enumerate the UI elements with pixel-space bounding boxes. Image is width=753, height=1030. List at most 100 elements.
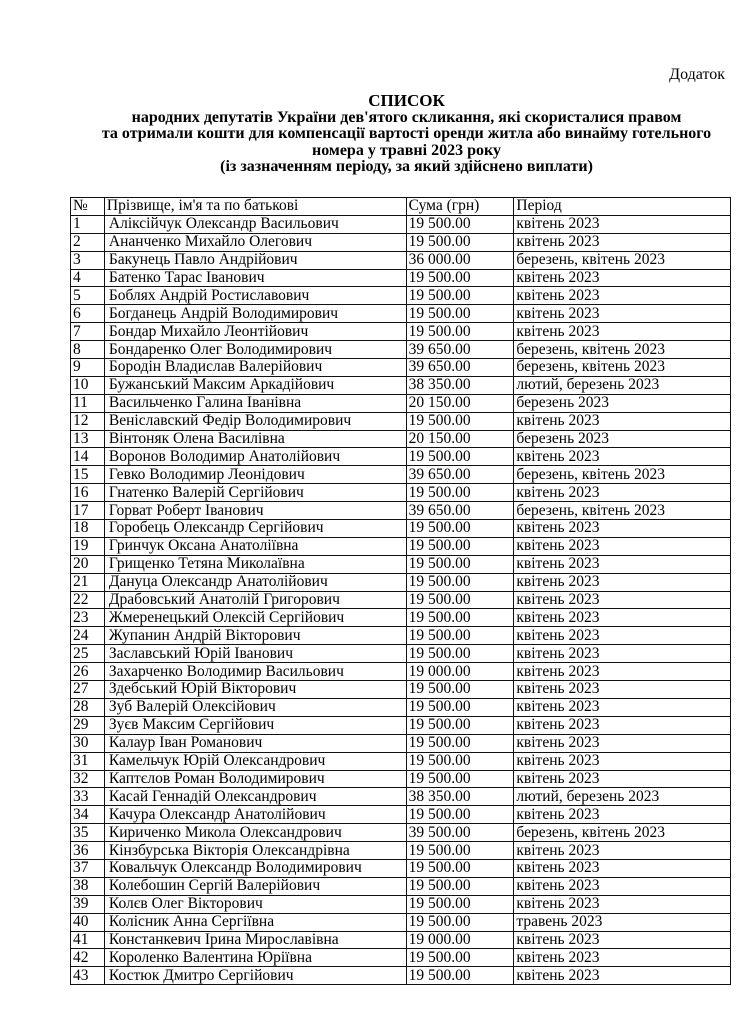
amount: 19 500.00 <box>405 304 515 324</box>
amount: 19 500.00 <box>405 286 515 306</box>
deputy-name: Колісник Анна Сергіївна <box>103 912 407 932</box>
period: квітень 2023 <box>513 948 731 968</box>
row-number: 31 <box>70 751 105 771</box>
deputy-name: Бакунець Павло Андрійович <box>103 250 407 270</box>
header-amount: Сума (грн) <box>405 197 515 216</box>
deputy-name: Костюк Дмитро Сергійович <box>103 966 407 986</box>
period: лютий, березень 2023 <box>513 787 731 807</box>
deputy-name: Жупанин Андрій Вікторович <box>103 626 407 646</box>
table-row: 2 Ананченко Михайло Олегович 19 500.00 квіт… <box>70 232 731 252</box>
table-row: 40 Колісник Анна Сергіївна 19 500.00 травен… <box>70 912 731 932</box>
row-number: 1 <box>70 214 105 234</box>
period: квітень 2023 <box>513 304 731 324</box>
period: березень, квітень 2023 <box>513 358 731 377</box>
period: квітень 2023 <box>513 697 731 717</box>
row-number: 18 <box>70 519 105 538</box>
table-row: 16 Гнатенко Валерій Сергійович 19 500.00 кв… <box>70 483 731 503</box>
amount: 19 500.00 <box>405 751 515 771</box>
table-row: 43 Костюк Дмитро Сергійович 19 500.00 квіте… <box>70 966 731 986</box>
table-row: 34 Качура Олександр Анатолійович 19 500.00… <box>70 805 731 825</box>
row-number: 4 <box>70 268 105 288</box>
amount: 39 650.00 <box>405 340 515 360</box>
table-row: 6 Богданець Андрій Володимирович 19 500.00… <box>70 304 731 324</box>
row-number: 5 <box>70 286 105 306</box>
period: квітень 2023 <box>513 447 731 467</box>
period: квітень 2023 <box>513 805 731 825</box>
row-number: 23 <box>70 608 105 628</box>
deputy-name: Качура Олександр Анатолійович <box>103 805 407 825</box>
period: квітень 2023 <box>513 572 731 592</box>
amount: 19 500.00 <box>405 858 515 878</box>
period: квітень 2023 <box>513 966 731 986</box>
amount: 20 150.00 <box>405 393 515 413</box>
amount: 19 500.00 <box>405 411 515 431</box>
row-number: 38 <box>70 876 105 896</box>
deputy-name: Зуб Валерій Олексійович <box>103 697 407 717</box>
amount: 19 500.00 <box>405 554 515 574</box>
amount: 19 500.00 <box>405 519 515 538</box>
table-row: 25 Заславський Юрій Іванович 19 500.00 квіт… <box>70 644 731 664</box>
table-row: 26 Захарченко Володимир Васильович 19 000.… <box>70 662 731 682</box>
amount: 39 650.00 <box>405 358 515 377</box>
deputy-name: Захарченко Володимир Васильович <box>103 662 407 682</box>
period: квітень 2023 <box>513 769 731 789</box>
amount: 38 350.00 <box>405 787 515 807</box>
table-row: 11 Васильченко Галина Іванівна 20 150.00 бе… <box>70 393 731 413</box>
amount: 39 650.00 <box>405 501 515 521</box>
deputy-name: Горобець Олександр Сергійович <box>103 519 407 538</box>
deputy-name: Гевко Володимир Леонідович <box>103 465 407 485</box>
period: квітень 2023 <box>513 751 731 771</box>
table-row: 3 Бакунець Павло Андрійович 36 000.00 берез… <box>70 250 731 270</box>
table-row: 5 Боблях Андрій Ростиславович 19 500.00 кві… <box>70 286 731 306</box>
deputies-table: № Прізвище, ім'я та по батькові Сума (гр… <box>70 197 731 986</box>
deputy-name: Васильченко Галина Іванівна <box>103 393 407 413</box>
period: квітень 2023 <box>513 286 731 306</box>
deputy-name: Аліксійчук Олександр Васильович <box>103 214 407 234</box>
row-number: 11 <box>70 393 105 413</box>
row-number: 10 <box>70 375 105 395</box>
row-number: 33 <box>70 787 105 807</box>
amount: 19 500.00 <box>405 805 515 825</box>
row-number: 37 <box>70 858 105 878</box>
amount: 19 500.00 <box>405 232 515 252</box>
table-row: 35 Кириченко Микола Олександрович 39 500.0… <box>70 823 731 843</box>
amount: 36 000.00 <box>405 250 515 270</box>
row-number: 30 <box>70 733 105 753</box>
period: квітень 2023 <box>513 268 731 288</box>
period: квітень 2023 <box>513 733 731 753</box>
deputy-name: Бондаренко Олег Володимирович <box>103 340 407 360</box>
amount: 19 500.00 <box>405 966 515 986</box>
subtitle-line: (із зазначенням періоду, за який здійсне… <box>220 158 593 176</box>
table-row: 14 Воронов Володимир Анатолійович 19 500.0… <box>70 447 731 467</box>
table-row: 28 Зуб Валерій Олексійович 19 500.00 квітен… <box>70 697 731 717</box>
deputy-name: Драбовський Анатолій Григорович <box>103 590 407 610</box>
row-number: 14 <box>70 447 105 467</box>
row-number: 35 <box>70 823 105 843</box>
period: квітень 2023 <box>513 214 731 234</box>
table-row: 1 Аліксійчук Олександр Васильович 19 500.0… <box>70 214 731 234</box>
table-row: 20 Грищенко Тетяна Миколаївна 19 500.00 кві… <box>70 554 731 574</box>
deputy-name: Богданець Андрій Володимирович <box>103 304 407 324</box>
period: лютий, березень 2023 <box>513 375 731 395</box>
period: квітень 2023 <box>513 411 731 431</box>
deputy-name: Касай Геннадій Олександрович <box>103 787 407 807</box>
deputy-name: Короленко Валентина Юріївна <box>103 948 407 968</box>
row-number: 27 <box>70 680 105 699</box>
table-row: 9 Бородін Владислав Валерійович 39 650.00 б… <box>70 358 731 377</box>
row-number: 19 <box>70 536 105 556</box>
period: квітень 2023 <box>513 626 731 646</box>
amount: 19 500.00 <box>405 680 515 699</box>
row-number: 20 <box>70 554 105 574</box>
deputy-name: Здебський Юрій Вікторович <box>103 680 407 699</box>
period: березень 2023 <box>513 393 731 413</box>
deputy-name: Горват Роберт Іванович <box>103 501 407 521</box>
deputy-name: Ковальчук Олександр Володимирович <box>103 858 407 878</box>
table-row: 31 Камельчук Юрій Олександрович 19 500.00 к… <box>70 751 731 771</box>
table-row: 4 Батенко Тарас Іванович 19 500.00 квітень … <box>70 268 731 288</box>
deputy-name: Воронов Володимир Анатолійович <box>103 447 407 467</box>
deputy-name: Колєв Олег Вікторович <box>103 894 407 914</box>
row-number: 16 <box>70 483 105 503</box>
row-number: 24 <box>70 626 105 646</box>
deputy-name: Ананченко Михайло Олегович <box>103 232 407 252</box>
amount: 38 350.00 <box>405 375 515 395</box>
